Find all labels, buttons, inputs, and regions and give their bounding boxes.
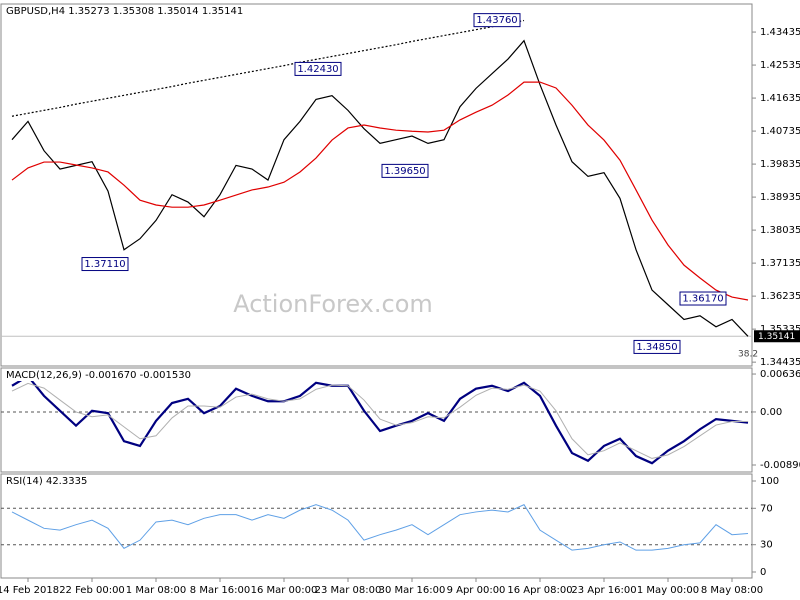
price-label: 1.36170 [682, 294, 723, 305]
x-tick-label: 22 Feb 00:00 [59, 585, 125, 596]
x-tick-label: 9 Apr 00:00 [447, 585, 506, 596]
y-tick-label: 1.38935 [760, 192, 800, 203]
y-tick-label: 0.006368 [760, 369, 800, 380]
x-tick-label: 16 Apr 08:00 [507, 585, 572, 596]
price-label: 1.43760 [476, 15, 517, 26]
y-tick-label: 1.35335 [760, 324, 800, 335]
y-tick-label: 30 [760, 540, 773, 551]
price-label-box [633, 339, 681, 354]
y-tick-label: 1.42535 [760, 60, 800, 71]
y-tick-label: 70 [760, 503, 773, 514]
panel-title: MACD(12,26,9) -0.001670 -0.001530 [6, 370, 191, 381]
title-bg [3, 5, 264, 17]
y-tick-label: 1.37135 [760, 258, 800, 269]
y-tick-label: -0.008903 [760, 460, 800, 471]
x-tick-label: 30 Mar 16:00 [379, 585, 446, 596]
x-tick-label: 8 Mar 16:00 [190, 585, 250, 596]
y-tick-label: 1.36235 [760, 291, 800, 302]
x-tick-label: 14 Feb 2018 [0, 585, 59, 596]
series-line [11, 81, 749, 301]
title-bg [3, 369, 208, 381]
series-line [11, 382, 748, 459]
y-tick-label: 1.39835 [760, 159, 800, 170]
series-line [11, 39, 749, 337]
x-tick-label: 16 Mar 00:00 [251, 585, 318, 596]
title-bg [3, 475, 96, 487]
last-price-label: 1.35141 [758, 332, 795, 342]
panel-frame [0, 367, 753, 473]
panel-title: RSI(14) 42.3335 [6, 476, 87, 487]
series-line [11, 374, 749, 465]
note: 38.2 [738, 350, 758, 360]
y-tick-label: 100 [760, 476, 779, 487]
price-label-box [81, 257, 129, 272]
x-tick-label: 23 Mar 08:00 [315, 585, 382, 596]
x-tick-label: 8 May 08:00 [701, 585, 763, 596]
y-tick-label: 1.34435 [760, 357, 800, 368]
price-label: 1.37110 [84, 259, 125, 270]
y-tick-label: 0.00 [760, 407, 782, 418]
x-tick-label: 1 May 00:00 [637, 585, 699, 596]
price-label-box [381, 163, 429, 178]
price-label: 1.42430 [297, 64, 338, 75]
price-label-box [679, 291, 727, 306]
last-price-box [754, 330, 800, 343]
y-tick-label: 1.41635 [760, 93, 800, 104]
watermark: ActionForex.com [233, 290, 433, 318]
price-label: 1.39650 [384, 166, 425, 177]
price-label: 1.34850 [636, 342, 677, 353]
y-tick-label: 1.43435 [760, 27, 800, 38]
panel-frame [0, 3, 753, 367]
y-tick-label: 1.38035 [760, 225, 800, 236]
x-tick-label: 23 Apr 16:00 [571, 585, 636, 596]
series-line [11, 19, 525, 117]
panel-frame [0, 473, 753, 579]
series-line [11, 504, 749, 551]
price-label-box [294, 61, 342, 76]
y-tick-label: 0 [760, 567, 766, 578]
panel-title: GBPUSD,H4 1.35273 1.35308 1.35014 1.3514… [6, 6, 243, 17]
x-tick-label: 1 Mar 08:00 [126, 585, 186, 596]
y-tick-label: 1.40735 [760, 126, 800, 137]
price-label-box [473, 13, 521, 28]
